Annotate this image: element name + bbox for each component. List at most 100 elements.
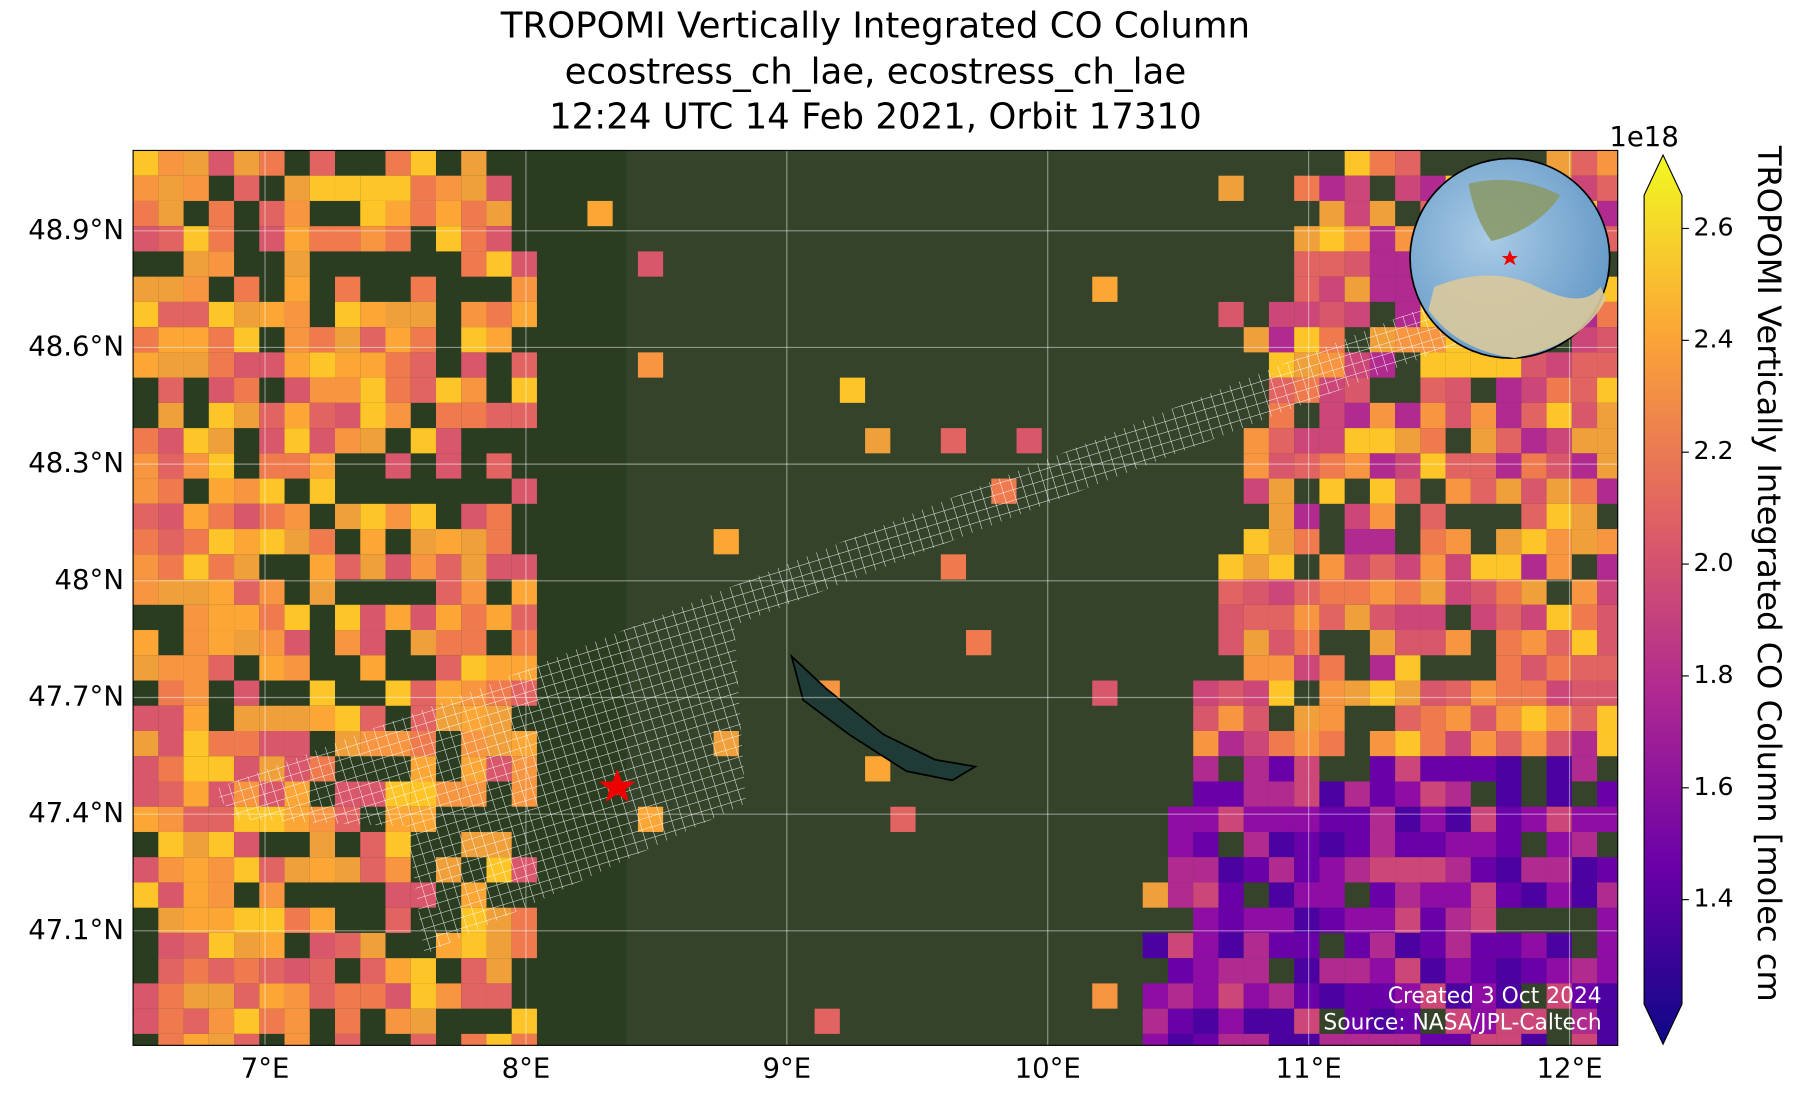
co-cell (1218, 175, 1244, 201)
co-cell (1344, 857, 1370, 883)
co-cell (133, 327, 159, 353)
co-cell (158, 781, 184, 807)
co-cell (1546, 453, 1572, 479)
co-cell (410, 276, 436, 302)
colorbar-tick-label: 1.4 (1693, 884, 1733, 913)
co-cell (435, 377, 462, 403)
co-cell (1546, 377, 1572, 403)
y-tick-label: 48.3°N (28, 447, 124, 479)
co-cell (1395, 150, 1421, 176)
co-cell (1243, 831, 1269, 858)
co-cell (410, 1033, 436, 1046)
co-cell (1496, 806, 1522, 832)
co-cell (183, 882, 209, 908)
co-cell (1294, 857, 1320, 883)
co-cell (1268, 327, 1295, 353)
co-cell (1546, 932, 1572, 959)
co-cell (259, 150, 285, 176)
co-cell (1294, 301, 1320, 328)
co-cell (966, 630, 992, 656)
co-cell (158, 200, 184, 227)
co-cell (234, 680, 260, 706)
co-cell (1319, 1033, 1345, 1046)
co-cell (461, 579, 487, 605)
co-cell (158, 756, 184, 782)
co-cell (158, 301, 184, 328)
co-cell (1369, 882, 1396, 908)
co-cell (1496, 478, 1522, 504)
co-cell (259, 857, 285, 883)
co-cell (1420, 932, 1446, 959)
co-cell (234, 402, 260, 429)
co-cell (183, 150, 209, 176)
co-cell (410, 377, 436, 403)
colorbar-tick-label: 1.8 (1693, 660, 1733, 689)
co-cell (234, 301, 260, 328)
co-cell (1597, 1008, 1618, 1034)
co-cell (133, 453, 159, 479)
co-cell (284, 428, 310, 454)
y-tick-label: 47.1°N (28, 914, 124, 946)
co-cell (410, 503, 436, 530)
co-cell (360, 983, 386, 1009)
co-cell (1243, 604, 1269, 631)
co-cell (133, 655, 159, 681)
co-cell (1395, 806, 1421, 832)
co-cell (1294, 730, 1320, 757)
co-cell (1470, 428, 1497, 454)
co-cell (1521, 503, 1547, 530)
co-cell (234, 150, 260, 176)
co-cell (1470, 756, 1497, 782)
co-cell (1546, 554, 1572, 580)
co-cell (1597, 453, 1618, 479)
co-cell (461, 655, 487, 681)
co-cell (234, 730, 260, 757)
co-cell (1369, 226, 1396, 252)
co-cell (158, 806, 184, 832)
co-cell (1268, 655, 1295, 681)
co-cell (284, 402, 310, 429)
co-cell (1344, 554, 1370, 580)
co-cell (1218, 680, 1244, 706)
co-cell (1571, 503, 1598, 530)
co-cell (1496, 756, 1522, 782)
co-cell (158, 478, 184, 504)
co-cell (1597, 327, 1618, 353)
co-cell (1597, 983, 1618, 1009)
co-cell (1395, 428, 1421, 454)
co-cell (1319, 402, 1345, 429)
co-cell (511, 907, 537, 933)
co-cell (1369, 529, 1396, 555)
co-cell (461, 301, 487, 328)
co-cell (1546, 806, 1572, 832)
co-cell (410, 680, 436, 706)
co-cell (1218, 301, 1244, 328)
co-cell (309, 377, 336, 403)
co-cell (1193, 806, 1219, 832)
globe-marker (1501, 250, 1518, 266)
co-cell (183, 1008, 209, 1034)
co-cell (1571, 150, 1598, 176)
co-cell (208, 453, 235, 479)
co-cell (1243, 705, 1269, 731)
co-cell (1521, 377, 1547, 403)
co-cell (486, 251, 512, 277)
co-cell (335, 428, 361, 454)
co-cell (284, 226, 310, 252)
co-cell (1546, 781, 1572, 807)
co-cell (435, 428, 462, 454)
co-cell (385, 882, 411, 908)
co-cell (1294, 276, 1320, 302)
co-cell (385, 352, 411, 378)
co-cell (183, 428, 209, 454)
co-cell (1369, 781, 1396, 807)
co-cell (208, 529, 235, 555)
y-tick-label: 47.7°N (28, 680, 124, 712)
co-cell (1445, 554, 1471, 580)
co-cell (158, 276, 184, 302)
co-cell (1344, 604, 1370, 631)
co-cell (1268, 1008, 1295, 1034)
co-cell (410, 604, 436, 631)
co-cell (890, 806, 916, 832)
co-cell (511, 554, 537, 580)
